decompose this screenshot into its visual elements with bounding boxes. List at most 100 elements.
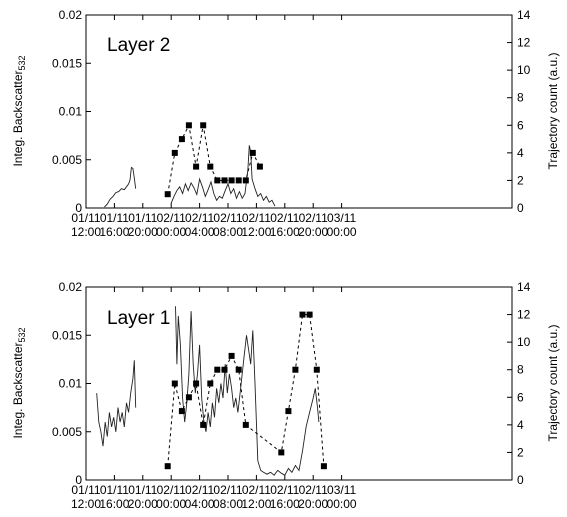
x-tick-label-date: 01/11 (100, 483, 129, 497)
x-tick-label-date: 02/11 (242, 211, 271, 225)
x-tick-label-date: 02/11 (157, 483, 186, 497)
x-tick-label-time: 20:00 (128, 497, 158, 511)
chart-panel-layer-1: 01/1112:0001/1116:0001/1120:0002/1100:00… (11, 280, 560, 511)
trajectory-count-marker (164, 191, 171, 198)
axis-ticks: 01/1112:0001/1116:0001/1120:0002/1100:00… (52, 280, 531, 511)
x-tick-label-time: 16:00 (270, 225, 300, 239)
x-tick-label-time: 00:00 (156, 497, 186, 511)
panel-label: Layer 2 (107, 35, 170, 56)
y-axis-title-right: Trajectory count (a.u.) (546, 53, 560, 170)
x-tick-label-time: 12:00 (241, 497, 271, 511)
trajectory-count-marker (221, 366, 228, 373)
x-tick-label-date: 02/11 (270, 211, 299, 225)
trajectory-count-marker (242, 177, 249, 184)
trajectory-count-marker (235, 177, 242, 184)
x-tick-label-time: 12:00 (71, 497, 101, 511)
x-tick-label-time: 00:00 (327, 225, 357, 239)
y-tick-label-right: 6 (517, 118, 524, 132)
x-tick-label-time: 20:00 (298, 497, 328, 511)
y-tick-label-right: 8 (517, 363, 524, 377)
trajectory-count-marker (313, 366, 320, 373)
x-tick-label-time: 12:00 (71, 225, 101, 239)
y-tick-label-left: 0.005 (52, 425, 82, 439)
y-tick-label-right: 0 (517, 473, 524, 487)
y-tick-label-left: 0.02 (59, 8, 83, 22)
x-tick-label-date: 02/11 (299, 211, 328, 225)
trajectory-count-marker (185, 394, 192, 401)
y-tick-label-right: 12 (517, 308, 531, 322)
trajectory-count-marker (249, 149, 256, 156)
y-axis-title-left-subscript: 532 (17, 327, 27, 342)
panel-label: Layer 1 (107, 308, 170, 329)
trajectory-count-marker (164, 463, 171, 470)
trajectory-count-marker (178, 136, 185, 143)
y-tick-label-right: 14 (517, 280, 531, 294)
x-tick-label-date: 02/11 (270, 483, 299, 497)
x-tick-label-date: 01/11 (128, 483, 157, 497)
trajectory-count-marker (193, 163, 200, 170)
y-axis-title-left-main: Integ. Backscatter (11, 342, 25, 438)
trajectory-count-marker (185, 122, 192, 129)
y-axis-title-left: Integ. Backscatter532 (11, 55, 27, 166)
x-tick-label-time: 04:00 (185, 497, 215, 511)
trajectory-count-marker (207, 380, 214, 387)
x-tick-label-time: 16:00 (99, 497, 129, 511)
x-tick-label-date: 02/11 (157, 211, 186, 225)
trajectory-count-marker (214, 177, 221, 184)
y-tick-label-right: 4 (517, 418, 524, 432)
trajectory-count-marker (200, 122, 207, 129)
x-tick-label-time: 04:00 (185, 225, 215, 239)
y-tick-label-left: 0.015 (52, 56, 82, 70)
x-tick-label-date: 01/11 (100, 211, 129, 225)
y-tick-label-right: 10 (517, 63, 531, 77)
trajectory-count-marker (242, 421, 249, 428)
trajectory-count-marker (228, 352, 235, 359)
y-tick-label-right: 2 (517, 173, 524, 187)
x-tick-label-date: 01/11 (71, 211, 100, 225)
trajectory-count-marker (320, 463, 327, 470)
trajectory-count-marker (193, 380, 200, 387)
series-layer (96, 306, 327, 476)
y-tick-label-right: 12 (517, 36, 531, 50)
x-tick-label-date: 02/11 (242, 483, 271, 497)
x-tick-label-date: 02/11 (185, 211, 214, 225)
trajectory-count-marker (235, 366, 242, 373)
trajectory-count-marker (278, 449, 285, 456)
x-tick-label-time: 00:00 (327, 497, 357, 511)
trajectory-count-marker (207, 163, 214, 170)
x-tick-label-date: 03/11 (327, 211, 356, 225)
backscatter-line (96, 360, 137, 447)
trajectory-count-marker (200, 421, 207, 428)
x-tick-label-time: 16:00 (99, 225, 129, 239)
trajectory-count-marker (221, 177, 228, 184)
y-tick-label-right: 8 (517, 91, 524, 105)
y-tick-label-left: 0 (75, 201, 82, 215)
y-tick-label-right: 14 (517, 8, 531, 22)
x-tick-label-date: 02/11 (185, 483, 214, 497)
x-tick-label-date: 01/11 (71, 483, 100, 497)
trajectory-count-marker (256, 163, 263, 170)
trajectory-count-marker (299, 311, 306, 318)
backscatter-line (170, 145, 276, 207)
trajectory-count-line (167, 314, 325, 467)
trajectory-count-marker (292, 366, 299, 373)
x-tick-label-date: 02/11 (213, 211, 242, 225)
axis-ticks: 01/1112:0001/1116:0001/1120:0002/1100:00… (52, 8, 531, 239)
trajectory-count-marker (306, 311, 313, 318)
backscatter-line (104, 166, 137, 208)
x-tick-label-time: 20:00 (128, 225, 158, 239)
trajectory-count-marker (285, 408, 292, 415)
y-tick-label-right: 6 (517, 390, 524, 404)
x-tick-label-time: 20:00 (298, 225, 328, 239)
y-tick-label-right: 10 (517, 335, 531, 349)
y-tick-label-right: 2 (517, 445, 524, 459)
y-tick-label-left: 0.01 (59, 105, 83, 119)
x-tick-label-date: 01/11 (128, 211, 157, 225)
trajectory-count-marker (228, 177, 235, 184)
backscatter-line (175, 306, 320, 476)
y-tick-label-left: 0.01 (59, 377, 83, 391)
x-tick-label-time: 08:00 (213, 225, 243, 239)
y-axis-title-left: Integ. Backscatter532 (11, 327, 27, 438)
trajectory-count-marker (171, 149, 178, 156)
